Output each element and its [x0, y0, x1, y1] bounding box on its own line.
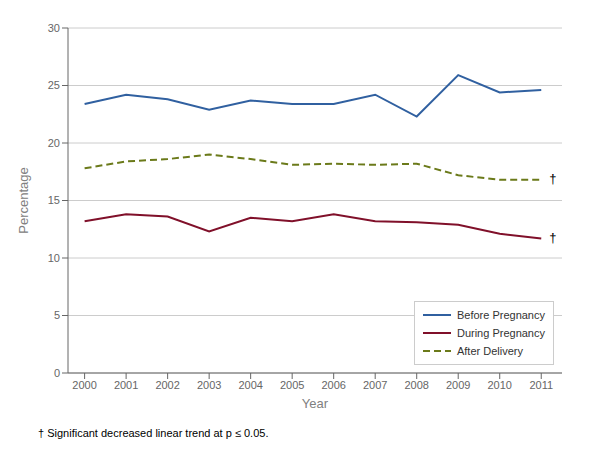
svg-text:2011: 2011	[529, 379, 553, 391]
svg-text:†: †	[549, 230, 556, 245]
svg-text:2010: 2010	[487, 379, 511, 391]
svg-text:2001: 2001	[114, 379, 138, 391]
html-text:During Pregnancy: During Pregnancy	[456, 327, 545, 339]
svg-text:Percentage: Percentage	[16, 167, 31, 234]
svg-text:10: 10	[48, 252, 60, 264]
svg-text:25: 25	[48, 79, 60, 91]
svg-text:2006: 2006	[321, 379, 345, 391]
svg-text:2005: 2005	[280, 379, 304, 391]
svg-text:†: †	[549, 171, 556, 186]
svg-text:30: 30	[48, 22, 60, 34]
svg-text:2000: 2000	[72, 379, 96, 391]
svg-text:2002: 2002	[155, 379, 179, 391]
svg-text:2009: 2009	[446, 379, 470, 391]
svg-text:20: 20	[48, 137, 60, 149]
svg-text:0: 0	[54, 367, 60, 379]
svg-text:15: 15	[48, 194, 60, 206]
html-text:Before Pregnancy: Before Pregnancy	[456, 309, 545, 321]
html-text:After Delivery: After Delivery	[456, 345, 523, 357]
svg-text:2003: 2003	[197, 379, 221, 391]
html-text:† Significant decreased linear: † Significant decreased linear trend at …	[38, 427, 269, 439]
svg-text:Year: Year	[302, 396, 329, 411]
svg-text:2008: 2008	[404, 379, 428, 391]
svg-text:2007: 2007	[363, 379, 387, 391]
svg-text:2004: 2004	[238, 379, 262, 391]
svg-text:5: 5	[54, 309, 60, 321]
